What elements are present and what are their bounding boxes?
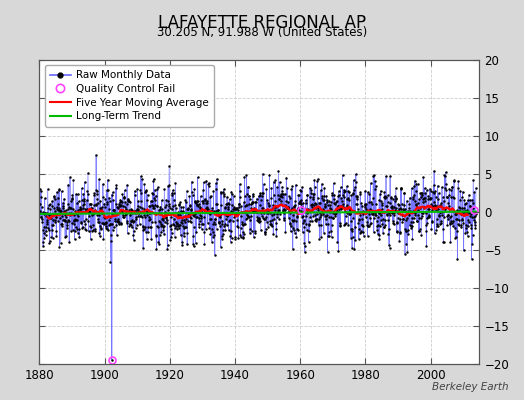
Text: Berkeley Earth: Berkeley Earth [432, 382, 508, 392]
Text: 30.205 N, 91.988 W (United States): 30.205 N, 91.988 W (United States) [157, 26, 367, 39]
Legend: Raw Monthly Data, Quality Control Fail, Five Year Moving Average, Long-Term Tren: Raw Monthly Data, Quality Control Fail, … [45, 65, 214, 126]
Text: LAFAYETTE REGIONAL AP: LAFAYETTE REGIONAL AP [158, 14, 366, 32]
